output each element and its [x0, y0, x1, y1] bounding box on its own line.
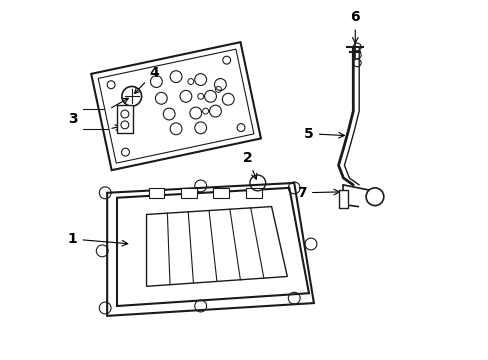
- Polygon shape: [107, 183, 313, 316]
- Polygon shape: [117, 105, 132, 133]
- Bar: [338, 190, 347, 208]
- Polygon shape: [117, 188, 308, 306]
- Text: 3: 3: [68, 112, 78, 126]
- Bar: [148, 188, 164, 198]
- Text: 4: 4: [134, 66, 159, 93]
- Text: 2: 2: [243, 151, 256, 179]
- Text: 7: 7: [297, 186, 339, 200]
- Bar: [213, 188, 229, 198]
- Bar: [245, 188, 261, 198]
- Text: 1: 1: [68, 232, 127, 246]
- Text: 6: 6: [350, 10, 359, 43]
- Polygon shape: [146, 207, 287, 286]
- Text: 5: 5: [304, 127, 344, 141]
- Polygon shape: [91, 42, 261, 170]
- Bar: [181, 188, 196, 198]
- Polygon shape: [98, 49, 253, 163]
